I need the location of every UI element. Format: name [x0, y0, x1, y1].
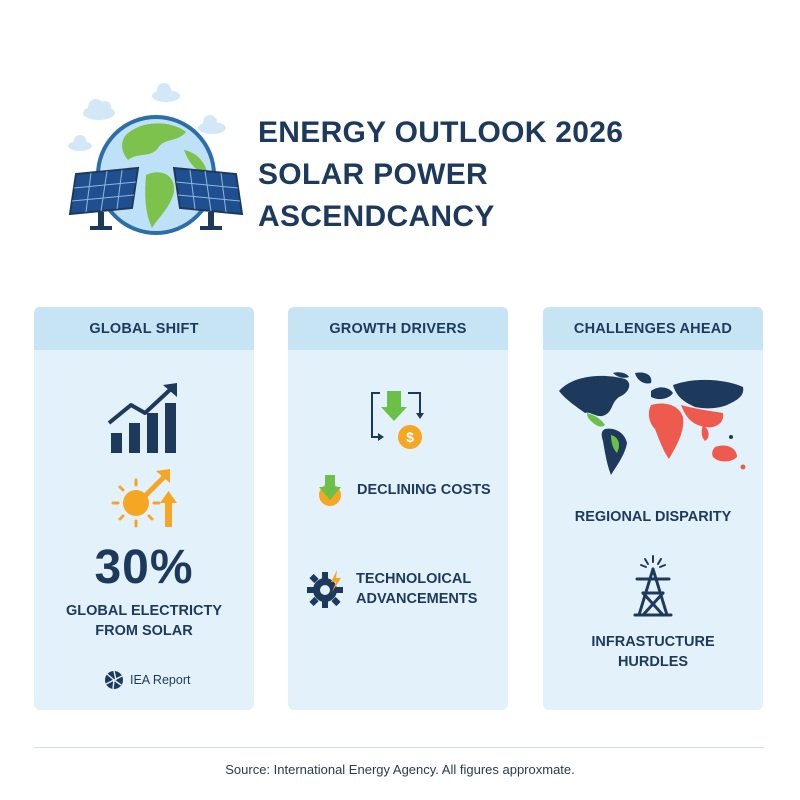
footer-divider [34, 747, 764, 748]
challenge-label-line-2: HURDLES [617, 654, 689, 670]
page-title: ENERGY OUTLOOK 2026 [258, 116, 624, 149]
header: ENERGY OUTLOOK 2026 SOLAR POWER ASCENDCA… [0, 0, 800, 290]
aperture-logo-icon [105, 670, 123, 690]
cost-cycle-icon: $ [371, 391, 424, 449]
svg-text:$: $ [406, 429, 414, 445]
challenge-label-regional-disparity: REGIONAL DISPARITY [574, 509, 732, 525]
sun-growth-icon [111, 469, 177, 528]
card-heading: GLOBAL SHIFT [34, 307, 254, 350]
bar-chart-growth-icon [107, 383, 177, 453]
stat-label-line-1: GLOBAL ELECTRICTY [65, 603, 222, 619]
source-footnote: Source: International Energy Agency. All… [225, 762, 575, 777]
stat-value: 30% [94, 541, 194, 594]
down-arrow-coin-icon [319, 475, 341, 506]
transmission-tower-icon [633, 555, 673, 617]
card-heading: CHALLENGES AHEAD [543, 307, 763, 350]
page-subtitle-line-1: SOLAR POWER [258, 158, 488, 191]
challenge-label-line-1: INFRASTUCTURE [591, 634, 715, 650]
driver-label-line-1: TECHNOLOICAL [356, 571, 472, 587]
card-growth-drivers: GROWTH DRIVERS $ DECLINING COSTS [288, 307, 508, 710]
driver-item-technological-advancements: TECHNOLOICAL ADVANCEMENTS [307, 569, 507, 609]
card-global-shift: GLOBAL SHIFT 30% GLOBAL ELECTRICTY FROM … [34, 307, 254, 710]
globe-with-solar-panels-icon [68, 83, 244, 235]
gear-bolt-icon [307, 570, 343, 608]
source-badge-label: IEA Report [130, 673, 191, 687]
driver-label: DECLINING COSTS [357, 482, 491, 498]
stat-label-line-2: FROM SOLAR [95, 623, 193, 639]
card-challenges-ahead: CHALLENGES AHEAD REGIONAL DISPARITY [543, 307, 763, 710]
page-subtitle-line-2: ASCENDCANCY [258, 200, 495, 233]
card-heading: GROWTH DRIVERS [288, 307, 508, 350]
source-badge: IEA Report [104, 670, 190, 690]
driver-label-line-2: ADVANCEMENTS [356, 591, 478, 607]
world-map-icon [559, 372, 746, 475]
driver-item-declining-costs: DECLINING COSTS [316, 473, 506, 507]
title-block: ENERGY OUTLOOK 2026 SOLAR POWER ASCENDCA… [258, 112, 623, 238]
